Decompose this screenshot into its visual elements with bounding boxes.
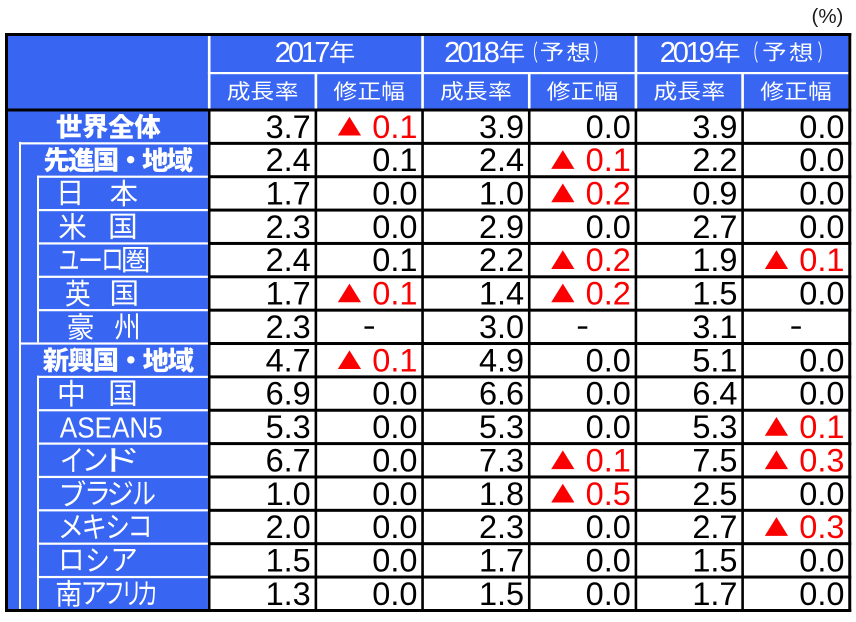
svg-text:7.5: 7.5: [692, 442, 737, 478]
svg-text:0.3: 0.3: [799, 509, 844, 545]
svg-text:0.0: 0.0: [799, 342, 844, 378]
svg-text:0.1: 0.1: [372, 142, 417, 178]
svg-text:2.3: 2.3: [266, 309, 311, 345]
svg-text:0.0: 0.0: [586, 509, 631, 545]
svg-text:1.4: 1.4: [479, 276, 524, 312]
svg-text:2.0: 2.0: [266, 509, 311, 545]
svg-text:0.1: 0.1: [372, 242, 417, 278]
svg-text:1.7: 1.7: [692, 576, 737, 612]
svg-text:6.6: 6.6: [479, 376, 524, 412]
svg-text:4.9: 4.9: [479, 342, 524, 378]
svg-text:0.0: 0.0: [799, 542, 844, 578]
svg-text:1.3: 1.3: [266, 576, 311, 612]
svg-text:2019: 2019: [660, 37, 714, 69]
svg-text:0.0: 0.0: [372, 576, 417, 612]
svg-text:0.0: 0.0: [372, 509, 417, 545]
svg-text:1.7: 1.7: [266, 176, 311, 212]
svg-text:0.0: 0.0: [586, 376, 631, 412]
svg-text:0.0: 0.0: [586, 542, 631, 578]
svg-text:0.2: 0.2: [586, 242, 631, 278]
svg-text:0.1: 0.1: [586, 442, 631, 478]
svg-text:1.0: 1.0: [266, 476, 311, 512]
svg-text:2.2: 2.2: [692, 142, 737, 178]
svg-text:2.2: 2.2: [479, 242, 524, 278]
svg-text:0.1: 0.1: [372, 276, 417, 312]
svg-text:3.9: 3.9: [479, 109, 524, 145]
svg-text:0.0: 0.0: [586, 342, 631, 378]
svg-text:0.0: 0.0: [586, 209, 631, 245]
svg-text:1.7: 1.7: [266, 276, 311, 312]
svg-text:0.1: 0.1: [372, 342, 417, 378]
svg-text:2.7: 2.7: [692, 509, 737, 545]
svg-text:ASEAN5: ASEAN5: [60, 412, 163, 444]
svg-text:0.1: 0.1: [372, 109, 417, 145]
svg-text:0.0: 0.0: [799, 142, 844, 178]
svg-text:(%): (%): [812, 5, 844, 28]
svg-text:5.1: 5.1: [692, 342, 737, 378]
svg-text:2.7: 2.7: [692, 209, 737, 245]
svg-text:0.0: 0.0: [372, 476, 417, 512]
svg-text:2.4: 2.4: [479, 142, 524, 178]
svg-text:0.0: 0.0: [586, 109, 631, 145]
svg-text:0.0: 0.0: [799, 376, 844, 412]
svg-text:6.4: 6.4: [692, 376, 737, 412]
svg-text:0.0: 0.0: [799, 109, 844, 145]
svg-text:0.0: 0.0: [372, 209, 417, 245]
svg-text:2018: 2018: [444, 37, 499, 69]
svg-text:0.0: 0.0: [586, 576, 631, 612]
svg-text:0.1: 0.1: [799, 409, 844, 445]
svg-text:0.9: 0.9: [692, 176, 737, 212]
svg-text:2.4: 2.4: [266, 242, 311, 278]
svg-text:2.5: 2.5: [692, 476, 737, 512]
svg-text:4.7: 4.7: [266, 342, 311, 378]
svg-text:0.2: 0.2: [586, 276, 631, 312]
svg-text:1.7: 1.7: [479, 542, 524, 578]
svg-text:0.0: 0.0: [586, 409, 631, 445]
svg-text:2.3: 2.3: [479, 509, 524, 545]
svg-text:5.3: 5.3: [479, 409, 524, 445]
svg-text:0.0: 0.0: [799, 576, 844, 612]
svg-text:6.9: 6.9: [266, 376, 311, 412]
svg-text:5.3: 5.3: [266, 409, 311, 445]
svg-text:0.0: 0.0: [799, 276, 844, 312]
svg-text:2017: 2017: [275, 37, 330, 69]
svg-text:0.0: 0.0: [372, 542, 417, 578]
svg-text:0.0: 0.0: [372, 442, 417, 478]
svg-text:7.3: 7.3: [479, 442, 524, 478]
svg-text:2.3: 2.3: [266, 209, 311, 245]
svg-text:2.4: 2.4: [266, 142, 311, 178]
svg-text:6.7: 6.7: [266, 442, 311, 478]
svg-text:3.7: 3.7: [266, 109, 311, 145]
svg-text:0.0: 0.0: [372, 376, 417, 412]
svg-text:0.0: 0.0: [799, 209, 844, 245]
svg-text:1.5: 1.5: [266, 542, 311, 578]
svg-text:3.0: 3.0: [479, 309, 524, 345]
svg-text:0.1: 0.1: [586, 142, 631, 178]
svg-text:0.0: 0.0: [799, 476, 844, 512]
svg-text:1.5: 1.5: [692, 542, 737, 578]
svg-text:1.8: 1.8: [479, 476, 524, 512]
svg-text:0.5: 0.5: [586, 476, 631, 512]
svg-text:3.1: 3.1: [692, 309, 737, 345]
svg-text:1.9: 1.9: [692, 242, 737, 278]
svg-text:0.2: 0.2: [586, 176, 631, 212]
svg-text:0.1: 0.1: [799, 242, 844, 278]
svg-text:0.0: 0.0: [372, 409, 417, 445]
svg-text:3.9: 3.9: [692, 109, 737, 145]
svg-text:0.3: 0.3: [799, 442, 844, 478]
svg-text:1.0: 1.0: [479, 176, 524, 212]
svg-text:0.0: 0.0: [799, 176, 844, 212]
svg-text:1.5: 1.5: [692, 276, 737, 312]
svg-text:2.9: 2.9: [479, 209, 524, 245]
svg-text:1.5: 1.5: [479, 576, 524, 612]
svg-text:5.3: 5.3: [692, 409, 737, 445]
svg-text:0.0: 0.0: [372, 176, 417, 212]
